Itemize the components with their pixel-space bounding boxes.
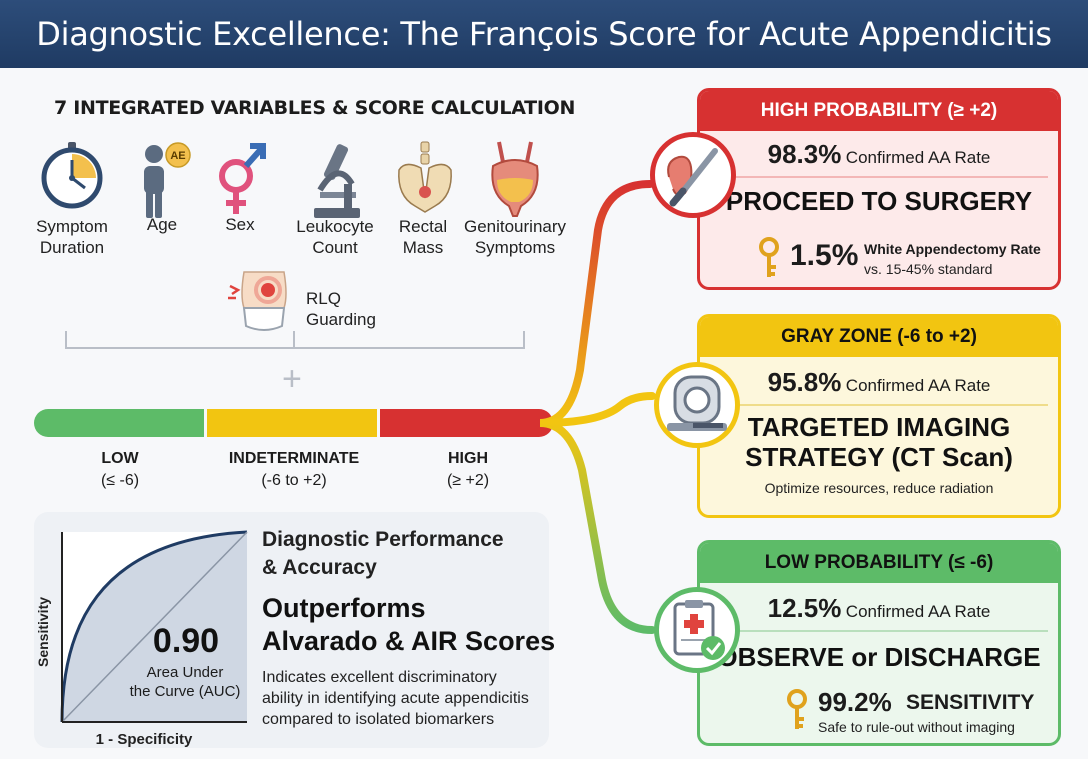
card-low-stat-sub: Safe to rule-out without imaging <box>818 719 1015 735</box>
abdomen-pain-icon <box>228 271 287 331</box>
roc-x-label: 1 - Specificity <box>96 731 193 748</box>
bladder-icon <box>491 141 539 217</box>
variable-leukocyte: Leukocyte Count <box>290 140 380 258</box>
variable-sex: Sex <box>210 140 270 235</box>
scale-label-indeterminate-range: (-6 to +2) <box>261 472 327 489</box>
scale-label-low: LOW (≤ -6) <box>20 448 220 492</box>
card-high-action: PROCEED TO SURGERY <box>725 186 1033 216</box>
card-high-rate-text: Confirmed AA Rate <box>845 148 991 167</box>
card-gray-rate: 95.8% Confirmed AA Rate <box>700 367 1058 398</box>
card-gray-zone: GRAY ZONE (-6 to +2) 95.8% Confirmed AA … <box>697 314 1061 518</box>
scale-label-high-title: HIGH <box>448 450 488 467</box>
connector-gray <box>540 392 656 427</box>
key-icon <box>787 689 807 729</box>
variable-rlq-guarding: RLQ Guarding <box>222 268 392 332</box>
card-high-rate-pct: 98.3% <box>767 139 842 169</box>
scale-label-high-range: (≥ +2) <box>446 472 490 489</box>
performance-description: Indicates excellent discriminatory abili… <box>262 669 529 728</box>
card-low-stat: 99.2% SENSITIVITY Safe to rule-out witho… <box>782 685 1058 739</box>
card-high-stat-label: White Appendectomy Rate <box>864 241 1041 257</box>
scale-label-indeterminate-title: INDETERMINATE <box>228 450 360 467</box>
plus-icon: + <box>282 360 302 398</box>
variables-bracket-stem <box>293 331 295 349</box>
card-gray-action: TARGETED IMAGING STRATEGY (CT Scan) <box>745 412 1013 472</box>
scale-segment-indeterminate <box>207 409 377 437</box>
variable-age: AE Age <box>132 140 192 235</box>
variable-label: Genitourinary Symptoms <box>463 217 567 257</box>
card-high-probability: HIGH PROBABILITY (≥ +2) 98.3% Confirmed … <box>697 88 1061 290</box>
card-low-stat-pct: 99.2% <box>818 687 892 717</box>
scale-label-indeterminate: INDETERMINATE (-6 to +2) <box>194 448 394 492</box>
card-low-action: OBSERVE or DISCHARGE <box>717 642 1041 672</box>
card-gray-rate-text: Confirmed AA Rate <box>845 376 991 395</box>
card-gray-divider <box>710 404 1048 406</box>
performance-headline: Outperforms Alvarado & AIR Scores <box>262 593 556 656</box>
microscope-icon <box>314 144 360 218</box>
ct-scanner-icon <box>654 362 740 448</box>
card-low-rate-pct: 12.5% <box>767 593 842 623</box>
card-low-divider <box>710 630 1048 632</box>
card-low-header: LOW PROBABILITY (≤ -6) <box>700 543 1058 583</box>
variable-label: Age <box>146 215 178 234</box>
scale-segment-high <box>380 409 553 437</box>
roc-curve-line <box>60 530 248 723</box>
clock-icon <box>41 142 103 209</box>
connector-high <box>540 180 654 427</box>
roc-diagonal <box>61 531 248 723</box>
card-high-stat-sub: vs. 15-45% standard <box>864 261 993 277</box>
roc-y-label: Sensitivity <box>35 597 51 667</box>
card-low-stat-label: SENSITIVITY <box>906 691 1035 714</box>
scalpel-icon <box>650 132 736 218</box>
age-badge: AE <box>170 150 185 162</box>
card-high-stat-pct: 1.5% <box>790 239 859 272</box>
card-high-rate: 98.3% Confirmed AA Rate <box>700 139 1058 170</box>
variable-label: RLQ Guarding <box>306 289 376 329</box>
title-banner: Diagnostic Excellence: The François Scor… <box>0 0 1088 68</box>
variable-rectal-mass: Rectal Mass <box>393 140 453 258</box>
scale-segment-low <box>34 409 204 437</box>
card-low-rate-text: Confirmed AA Rate <box>845 602 991 621</box>
card-gray-note: Optimize resources, reduce radiation <box>764 480 994 496</box>
variable-label: Leukocyte Count <box>296 217 374 257</box>
page-title: Diagnostic Excellence: The François Scor… <box>36 15 1052 53</box>
clipboard-check-icon <box>654 587 740 673</box>
auc-value: 0.90 <box>153 622 219 660</box>
performance-heading: Diagnostic Performance & Accuracy <box>262 528 504 579</box>
card-low-rate: 12.5% Confirmed AA Rate <box>700 593 1058 624</box>
variable-label: Rectal Mass <box>398 217 448 257</box>
card-high-header: HIGH PROBABILITY (≥ +2) <box>700 91 1058 131</box>
roc-curve-chart: Sensitivity 1 - Specificity 0.90 <box>35 530 248 748</box>
scale-label-low-range: (≤ -6) <box>100 472 140 489</box>
person-age-icon: AE <box>144 142 191 218</box>
variable-genitourinary: Genitourinary Symptoms <box>463 140 567 258</box>
pelvis-icon <box>398 141 452 213</box>
variable-symptom-duration: Symptom Duration <box>32 140 112 258</box>
card-low-probability: LOW PROBABILITY (≤ -6) 12.5% Confirmed A… <box>697 540 1061 746</box>
gender-symbol-icon <box>219 143 266 214</box>
card-high-stat: 1.5% White Appendectomy Rate vs. 15-45% … <box>754 233 1054 283</box>
card-gray-rate-pct: 95.8% <box>767 367 842 397</box>
card-high-divider <box>710 176 1048 178</box>
variable-label: Sex <box>225 215 255 234</box>
variables-heading: 7 INTEGRATED VARIABLES & SCORE CALCULATI… <box>54 97 576 119</box>
auc-label: Area Under the Curve (AUC) <box>129 664 241 700</box>
variables-bracket <box>65 331 525 349</box>
key-icon <box>759 237 779 277</box>
scale-label-high: HIGH (≥ +2) <box>368 448 568 492</box>
scale-label-low-title: LOW <box>101 450 139 467</box>
branch-connectors <box>540 180 656 634</box>
connector-low <box>540 419 656 634</box>
card-gray-header: GRAY ZONE (-6 to +2) <box>700 317 1058 357</box>
variable-label: Symptom Duration <box>36 217 108 257</box>
